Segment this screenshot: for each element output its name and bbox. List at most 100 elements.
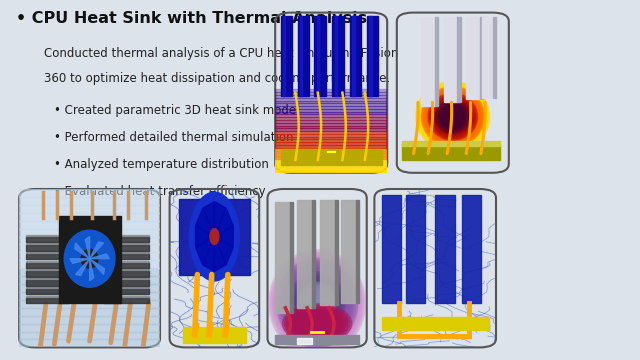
Bar <box>26 254 68 260</box>
Ellipse shape <box>420 85 486 148</box>
Ellipse shape <box>273 255 361 351</box>
Bar <box>350 16 362 96</box>
Bar <box>275 114 387 117</box>
Polygon shape <box>214 209 233 237</box>
Bar <box>26 270 68 271</box>
Bar <box>19 237 160 244</box>
Ellipse shape <box>300 284 335 322</box>
Polygon shape <box>85 237 90 259</box>
Ellipse shape <box>286 306 348 341</box>
Ellipse shape <box>427 92 479 142</box>
Bar <box>104 252 148 254</box>
Ellipse shape <box>282 304 352 343</box>
Ellipse shape <box>278 260 356 346</box>
Bar <box>275 95 387 98</box>
Bar <box>19 276 160 284</box>
Bar <box>462 195 481 303</box>
Ellipse shape <box>422 88 483 145</box>
Ellipse shape <box>432 97 474 136</box>
Polygon shape <box>214 237 226 271</box>
Bar <box>19 300 160 308</box>
Bar <box>275 170 387 173</box>
Bar <box>275 98 387 100</box>
Bar <box>275 159 387 162</box>
Ellipse shape <box>425 90 481 143</box>
Ellipse shape <box>276 258 358 348</box>
Bar <box>298 16 308 96</box>
Bar <box>26 261 68 263</box>
Bar <box>275 90 387 92</box>
Bar <box>19 284 160 292</box>
Bar <box>104 237 148 242</box>
Polygon shape <box>90 259 94 281</box>
Bar <box>275 92 387 95</box>
Bar <box>104 278 148 280</box>
Bar <box>104 287 148 289</box>
Bar <box>104 271 148 277</box>
Circle shape <box>189 192 239 281</box>
Bar <box>26 263 68 268</box>
Bar <box>275 167 387 170</box>
Ellipse shape <box>301 285 333 321</box>
Polygon shape <box>196 237 214 264</box>
Bar <box>335 200 338 305</box>
Bar <box>19 197 160 205</box>
Bar <box>482 17 493 98</box>
Ellipse shape <box>303 287 332 319</box>
Bar <box>369 16 371 96</box>
Ellipse shape <box>300 315 334 333</box>
Ellipse shape <box>435 99 471 134</box>
Bar <box>275 335 359 344</box>
Polygon shape <box>214 226 233 247</box>
Bar <box>275 123 387 126</box>
Polygon shape <box>90 242 104 259</box>
Ellipse shape <box>431 96 475 138</box>
Bar <box>457 17 461 102</box>
Bar <box>104 296 148 297</box>
Bar <box>275 156 387 159</box>
Text: • Analyzed temperature distribution: • Analyzed temperature distribution <box>54 158 269 171</box>
Bar <box>19 221 160 229</box>
Bar <box>26 297 68 303</box>
Ellipse shape <box>416 81 490 152</box>
Bar <box>281 16 292 96</box>
Bar <box>275 126 387 129</box>
Bar <box>297 200 312 308</box>
Polygon shape <box>203 237 214 271</box>
Ellipse shape <box>284 267 350 339</box>
Bar <box>275 129 387 131</box>
Bar <box>275 150 387 153</box>
Bar <box>104 254 148 260</box>
Ellipse shape <box>438 103 467 130</box>
Bar <box>275 137 387 139</box>
Polygon shape <box>90 259 104 274</box>
Circle shape <box>210 229 219 244</box>
Bar <box>19 252 160 260</box>
Bar <box>19 268 160 276</box>
Text: 360 to optimize heat dissipation and cooling performance.: 360 to optimize heat dissipation and coo… <box>44 72 390 85</box>
Bar <box>19 229 160 237</box>
Bar <box>19 308 160 316</box>
Ellipse shape <box>295 279 339 328</box>
Bar <box>275 103 387 106</box>
Ellipse shape <box>436 101 470 133</box>
Ellipse shape <box>289 272 346 334</box>
Polygon shape <box>196 226 214 247</box>
Bar <box>435 195 454 303</box>
Bar <box>314 16 326 96</box>
Bar <box>275 139 387 142</box>
Ellipse shape <box>442 106 464 128</box>
Ellipse shape <box>292 275 342 331</box>
Bar <box>275 165 387 167</box>
Bar <box>19 260 160 268</box>
Polygon shape <box>214 202 226 237</box>
Text: • Created parametric 3D heat sink model: • Created parametric 3D heat sink model <box>54 104 300 117</box>
Bar <box>19 292 160 300</box>
Ellipse shape <box>421 87 484 147</box>
Bar <box>19 213 160 221</box>
Ellipse shape <box>296 280 338 326</box>
Circle shape <box>81 249 98 268</box>
Bar <box>275 100 387 103</box>
Bar <box>297 338 312 344</box>
Ellipse shape <box>281 263 353 343</box>
